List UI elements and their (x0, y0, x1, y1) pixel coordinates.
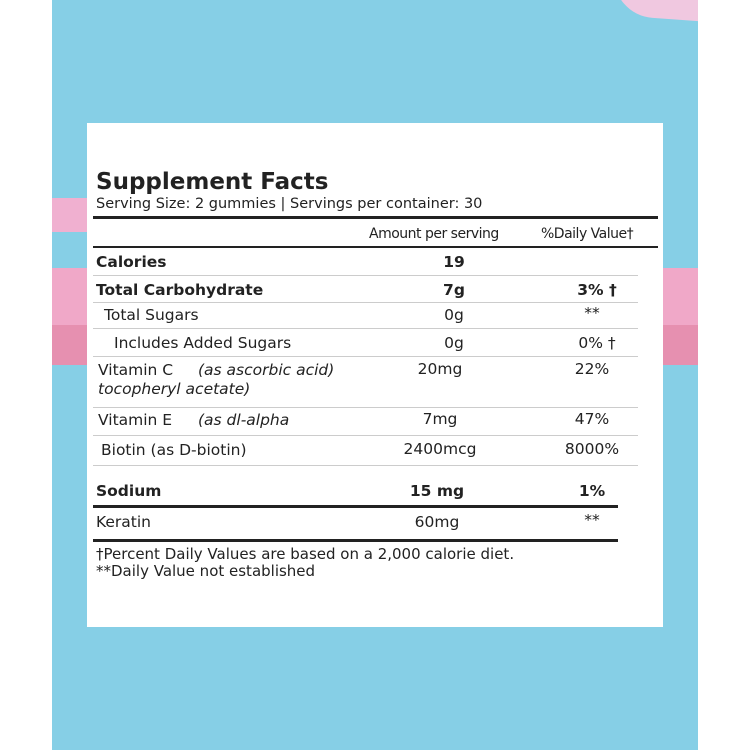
vitamin-c-note-2: tocopheryl acetate) (98, 380, 251, 398)
keratin-amount: 60mg (414, 513, 460, 531)
divider (93, 246, 658, 248)
added-sugars-dv: 0% † (578, 334, 616, 352)
panel-title: Supplement Facts (96, 169, 329, 195)
added-sugars-amount: 0g (444, 334, 464, 352)
divider (93, 216, 658, 219)
calories-amount: 19 (443, 253, 465, 271)
sodium-amount: 15 mg (409, 482, 465, 500)
amount-header: Amount per serving (369, 226, 499, 242)
divider (93, 539, 618, 542)
row-added-sugars: Includes Added Sugars (114, 334, 292, 352)
divider (93, 356, 638, 357)
sodium-dv: 1% (578, 482, 606, 500)
biotin-amount: 2400mcg (403, 440, 477, 458)
row-total-sugars: Total Sugars (104, 306, 199, 324)
vitamin-e-dv: 47% (574, 410, 610, 428)
divider (93, 328, 638, 329)
row-keratin: Keratin (96, 513, 152, 531)
vitamin-e-amount: 7mg (422, 410, 458, 428)
row-calories: Calories (96, 253, 167, 271)
sugars-dv: ** (584, 304, 600, 322)
supplement-facts-panel: Supplement Facts Serving Size: 2 gummies… (87, 123, 663, 627)
dv-header: %Daily Value† (541, 226, 634, 242)
divider (93, 435, 638, 436)
carb-dv: 3% † (577, 281, 617, 299)
row-total-carbohydrate: Total Carbohydrate (96, 281, 264, 299)
divider (93, 465, 638, 466)
vitamin-c-amount: 20mg (417, 360, 463, 378)
vitamin-c-note: (as ascorbic acid) (198, 361, 335, 379)
row-vitamin-c: Vitamin C (98, 361, 174, 379)
row-biotin: Biotin (as D-biotin) (101, 441, 247, 459)
keratin-dv: ** (584, 511, 600, 529)
carb-amount: 7g (443, 281, 465, 299)
divider (93, 302, 638, 303)
divider (93, 275, 638, 276)
pink-wave-top (610, 0, 698, 29)
row-sodium: Sodium (96, 482, 162, 500)
footnote-not-established: **Daily Value not established (96, 562, 316, 580)
sugars-amount: 0g (444, 306, 464, 324)
biotin-dv: 8000% (564, 440, 620, 458)
divider (93, 505, 618, 508)
divider (93, 407, 638, 408)
row-vitamin-e: Vitamin E (98, 411, 173, 429)
vitamin-c-dv: 22% (574, 360, 610, 378)
footnote-dv: †Percent Daily Values are based on a 2,0… (96, 545, 515, 563)
serving-info: Serving Size: 2 gummies | Servings per c… (96, 196, 483, 212)
vitamin-e-note: (as dl-alpha (198, 411, 290, 429)
